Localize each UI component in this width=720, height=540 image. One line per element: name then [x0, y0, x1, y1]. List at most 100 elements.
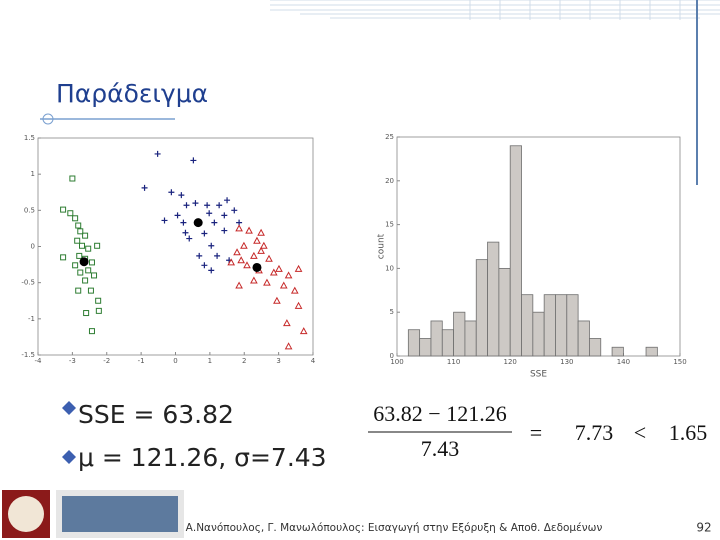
x-tick-label: 4: [311, 357, 316, 365]
bar: [543, 294, 556, 357]
point: [190, 157, 197, 164]
page-number: 92: [696, 521, 711, 535]
centroid: [79, 257, 89, 267]
slide-title: Παράδειγμα: [56, 79, 208, 108]
x-tick-label: 110: [447, 358, 460, 366]
point: [233, 248, 241, 256]
point: [76, 252, 83, 259]
point: [214, 252, 221, 259]
y-tick-label: 0.5: [24, 206, 35, 214]
point: [75, 222, 82, 229]
x-tick-label: 150: [673, 358, 686, 366]
point: [94, 242, 101, 249]
centroid: [193, 218, 203, 228]
point: [240, 241, 248, 249]
y-tick-label: -1: [28, 315, 35, 323]
x-tick-label: 1: [208, 357, 212, 365]
point: [237, 256, 245, 264]
point: [284, 342, 293, 350]
formula-numerator: 63.82 − 121.26: [373, 401, 506, 426]
x-tick-label: -2: [103, 357, 110, 365]
point: [294, 301, 303, 309]
bar: [407, 329, 421, 357]
point: [299, 327, 308, 335]
y-tick-label: -0.5: [21, 279, 35, 287]
formula-equals: =: [530, 420, 542, 445]
bar: [475, 259, 488, 357]
bar: [441, 329, 454, 357]
bar: [453, 311, 466, 357]
x-tick-label: 3: [276, 357, 280, 365]
point: [192, 200, 199, 207]
bar: [509, 145, 522, 357]
point: [79, 242, 85, 249]
bar: [577, 320, 590, 357]
point: [85, 267, 92, 274]
bar: [589, 338, 602, 357]
bar: [532, 311, 545, 357]
point: [60, 254, 67, 261]
point: [250, 276, 258, 284]
point: [74, 237, 81, 244]
centroid: [252, 262, 262, 272]
bar: [487, 241, 500, 357]
point: [154, 150, 161, 157]
bullet-text: μ = 121.26, σ=7.43: [78, 443, 327, 472]
point: [178, 192, 185, 199]
point: [182, 229, 189, 236]
logos: [2, 490, 184, 538]
point: [72, 215, 79, 222]
y-tick-label: 10: [385, 264, 394, 272]
point: [82, 277, 89, 284]
y-tick-label: 25: [385, 133, 394, 141]
point: [67, 210, 74, 217]
point: [208, 267, 215, 274]
point: [75, 287, 82, 294]
point: [196, 252, 203, 259]
point: [180, 219, 187, 226]
point: [257, 228, 265, 236]
point: [243, 261, 251, 269]
point: [83, 310, 90, 317]
formula-denominator: 7.43: [421, 436, 460, 461]
bar: [555, 294, 568, 357]
point: [88, 328, 95, 335]
decoration: [270, 0, 720, 20]
point: [231, 207, 238, 214]
point: [208, 242, 215, 249]
bar: [498, 267, 511, 357]
point: [227, 258, 236, 266]
point: [85, 245, 92, 252]
point: [95, 297, 102, 304]
x-tick-label: -4: [35, 357, 43, 365]
point: [235, 224, 243, 232]
point: [69, 175, 76, 182]
bar: [611, 346, 624, 357]
point: [284, 271, 293, 279]
point: [91, 272, 98, 279]
point: [269, 268, 278, 276]
bar: [430, 320, 443, 357]
bar: [645, 346, 658, 357]
y-tick-label: 0: [390, 352, 394, 360]
point: [235, 281, 243, 289]
y-tick-label: 1.5: [24, 134, 35, 142]
point: [141, 184, 148, 191]
y-tick-label: 0: [31, 243, 35, 251]
point: [283, 319, 291, 327]
point: [221, 212, 228, 219]
point: [204, 202, 211, 209]
x-axis-label: SSE: [530, 370, 547, 380]
point: [174, 212, 181, 219]
bar: [521, 294, 534, 357]
y-tick-label: 5: [390, 308, 394, 316]
point: [263, 278, 271, 286]
point: [87, 287, 94, 294]
point: [250, 251, 258, 259]
x-tick-label: 0: [173, 357, 177, 365]
x-tick-label: -3: [69, 357, 76, 365]
point: [88, 259, 95, 266]
point: [201, 230, 208, 237]
